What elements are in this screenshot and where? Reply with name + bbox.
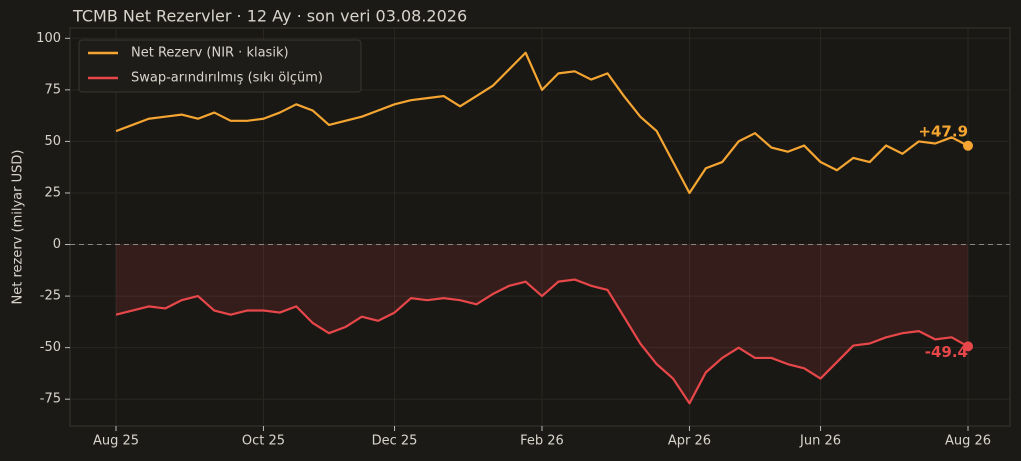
y-tick-label: 0 [53,237,61,252]
y-tick-label: 50 [44,134,61,149]
line [115,51,969,195]
value-label: +47.9 [918,122,968,140]
legend-label: Swap-arındırılmış (sıkı ölçüm) [131,71,323,86]
x-tick-label: Aug 26 [945,434,991,449]
x-tick-label: Dec 25 [372,434,418,449]
y-tick-label: 25 [44,185,61,200]
y-tick-label: 100 [36,31,61,46]
y-tick-label: -50 [40,340,61,355]
value-label: -49.4 [925,343,968,361]
x-tick-label: Apr 26 [668,434,711,449]
y-axis-label: Net rezerv (milyar USD) [11,150,26,305]
plot-area [69,27,1011,427]
legend-label: Net Rezerv (NIR · klasik) [131,46,289,61]
end-point [963,140,973,151]
area [116,244,968,404]
end-point [963,341,973,352]
y-tick-label: 75 [44,82,61,97]
legend [78,39,362,93]
y-tick-label: -25 [40,289,61,304]
chart-title: TCMB Net Rezervler · 12 Ay · son veri 03… [72,7,467,26]
x-tick-label: Oct 25 [242,434,285,449]
line [115,278,969,405]
x-tick-label: Aug 25 [93,434,139,449]
x-tick-label: Feb 26 [520,434,564,449]
x-tick-label: Jun 26 [799,434,841,449]
y-tick-label: -75 [40,392,61,407]
